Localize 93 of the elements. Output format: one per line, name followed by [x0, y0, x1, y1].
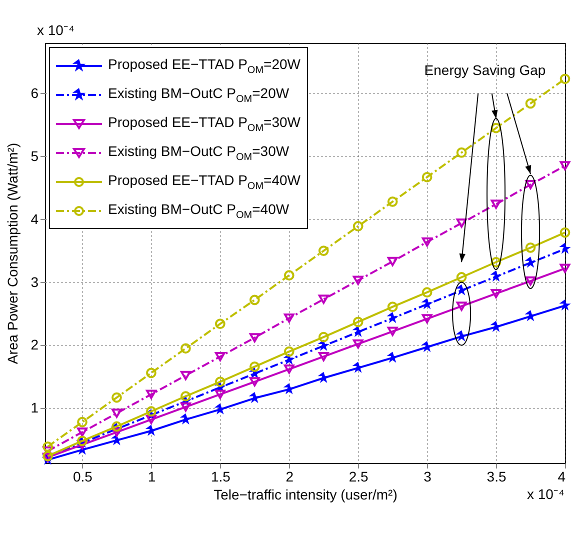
point: [214, 318, 226, 330]
point: [77, 428, 88, 437]
point: [146, 368, 156, 378]
y-tick-label: 3: [30, 274, 39, 290]
point: [249, 377, 260, 386]
legend-label: Proposed EE−TTAD P$_{OM}$=20W: [108, 56, 300, 76]
y-tick-label: 1: [30, 400, 39, 416]
point: [318, 246, 329, 256]
point: [249, 333, 260, 342]
y-tick-label: 4: [30, 210, 39, 227]
point: [318, 332, 329, 342]
point: [525, 180, 536, 190]
point: [560, 264, 570, 274]
x-tick-label: 0.5: [73, 468, 93, 484]
point: [112, 392, 122, 403]
point: [146, 390, 156, 399]
y-tick-label: 2: [30, 336, 39, 353]
point: [456, 284, 468, 296]
point: [146, 406, 156, 417]
point: [490, 270, 502, 282]
point: [422, 287, 432, 298]
point: [180, 391, 191, 402]
point: [352, 339, 364, 349]
legend-label: Proposed EE−TTAD P$_{OM}$=40W: [108, 172, 300, 192]
point: [214, 390, 226, 399]
point: [352, 221, 364, 232]
legend-label: Proposed EE−TTAD P$_{OM}$=30W: [108, 114, 300, 134]
point: [559, 299, 571, 311]
x-tick-label: 2: [286, 468, 294, 484]
point: [490, 122, 502, 134]
point: [352, 276, 364, 286]
point: [249, 294, 260, 306]
text: x 10⁻⁴: [527, 486, 564, 502]
point: [112, 428, 122, 437]
point: [180, 343, 191, 354]
point: [422, 237, 432, 247]
point: [560, 74, 570, 84]
point: [284, 364, 294, 374]
point: [524, 256, 536, 268]
point: [352, 326, 364, 337]
point: [456, 302, 467, 311]
text: x 10⁻⁴: [37, 22, 74, 38]
point: [490, 256, 502, 268]
x-tick-label: 3.5: [486, 468, 506, 484]
point: [560, 161, 570, 170]
point: [422, 172, 432, 182]
point: [180, 402, 191, 412]
point: [318, 294, 329, 304]
point: [42, 441, 53, 452]
point: [214, 352, 226, 362]
point: [421, 298, 433, 310]
point: [180, 370, 191, 380]
annotation: Energy Saving Gap: [424, 62, 546, 78]
y-axis-title: Area Power Consumption (Watt/m²): [4, 142, 21, 364]
point: [456, 272, 467, 282]
x-tick-label: 1: [148, 468, 156, 484]
point: [112, 408, 122, 418]
y-tick-label: 6: [30, 84, 39, 101]
point: [146, 414, 156, 424]
point: [249, 361, 260, 372]
point: [387, 302, 398, 312]
point: [387, 256, 398, 266]
point: [387, 326, 398, 336]
point: [352, 316, 364, 328]
point: [525, 276, 536, 286]
legend-label: Existing BM−OutC P$_{OM}$=20W: [108, 84, 290, 104]
x-tick-label: 1.5: [210, 468, 231, 484]
point: [490, 200, 502, 209]
point: [284, 314, 294, 323]
point: [284, 346, 294, 357]
point: [422, 314, 432, 324]
point: [456, 218, 467, 228]
legend-label: Existing BM−OutC P$_{OM}$=30W: [108, 142, 290, 162]
point: [386, 312, 398, 324]
point: [559, 242, 571, 254]
x-tick-label: 3: [424, 468, 432, 484]
point: [525, 98, 536, 109]
point: [490, 288, 502, 298]
point: [214, 376, 226, 387]
point: [525, 242, 536, 253]
x-tick-label: 2.5: [348, 468, 369, 484]
point: [248, 392, 260, 404]
legend-label: Existing BM−OutC P$_{OM}$=40W: [108, 200, 290, 220]
point: [318, 352, 329, 362]
point: [560, 227, 570, 238]
x-axis-title: Tele−traffic intensity (user/m²): [214, 486, 398, 502]
point: [77, 416, 88, 428]
y-tick-label: 5: [30, 148, 39, 164]
point: [318, 340, 330, 351]
x-tick-label: 4: [558, 468, 566, 484]
point: [387, 196, 398, 207]
point: [284, 270, 294, 281]
point: [456, 147, 467, 158]
